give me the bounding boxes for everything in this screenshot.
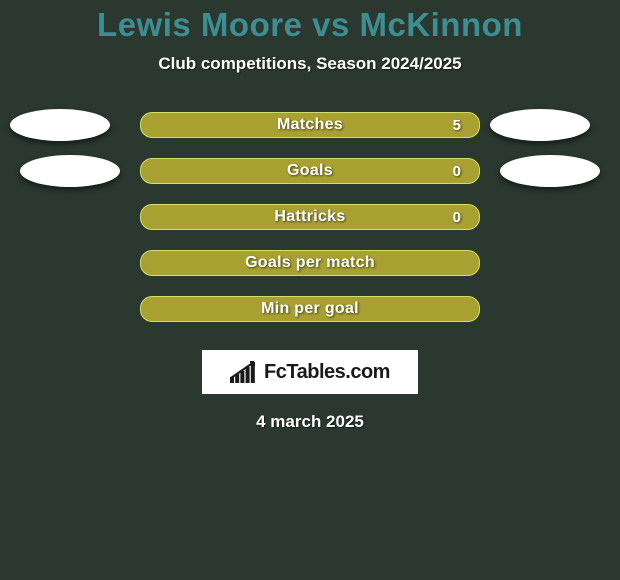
stat-label: Goals (287, 162, 333, 180)
player-head-right (490, 109, 590, 141)
stat-value: 0 (453, 163, 461, 180)
player-head-right (500, 155, 600, 187)
stat-label: Matches (277, 116, 343, 134)
comparison-infographic: Lewis Moore vs McKinnon Club competition… (0, 0, 620, 580)
player-head-left (10, 109, 110, 141)
stat-bar: Matches 5 (140, 112, 480, 138)
bars-icon (230, 361, 258, 383)
stat-label: Hattricks (274, 208, 345, 226)
stat-row: Goals 0 (0, 148, 620, 194)
player-head-left (20, 155, 120, 187)
stat-bar: Goals per match (140, 250, 480, 276)
stat-label: Min per goal (261, 300, 359, 318)
date-text: 4 march 2025 (0, 412, 620, 432)
stat-bar: Min per goal (140, 296, 480, 322)
subtitle: Club competitions, Season 2024/2025 (0, 54, 620, 74)
stat-label: Goals per match (245, 254, 375, 272)
stat-rows: Matches 5 Goals 0 Hattricks 0 Goals per match M… (0, 102, 620, 332)
page-title: Lewis Moore vs McKinnon (0, 0, 620, 44)
stat-row: Matches 5 (0, 102, 620, 148)
stat-bar: Goals 0 (140, 158, 480, 184)
stat-bar: Hattricks 0 (140, 204, 480, 230)
logo-text: FcTables.com (264, 361, 390, 384)
stat-row: Min per goal (0, 286, 620, 332)
fctables-logo: FcTables.com (202, 350, 418, 394)
stat-value: 0 (453, 209, 461, 226)
stat-row: Goals per match (0, 240, 620, 286)
stat-row: Hattricks 0 (0, 194, 620, 240)
stat-value: 5 (453, 117, 461, 134)
